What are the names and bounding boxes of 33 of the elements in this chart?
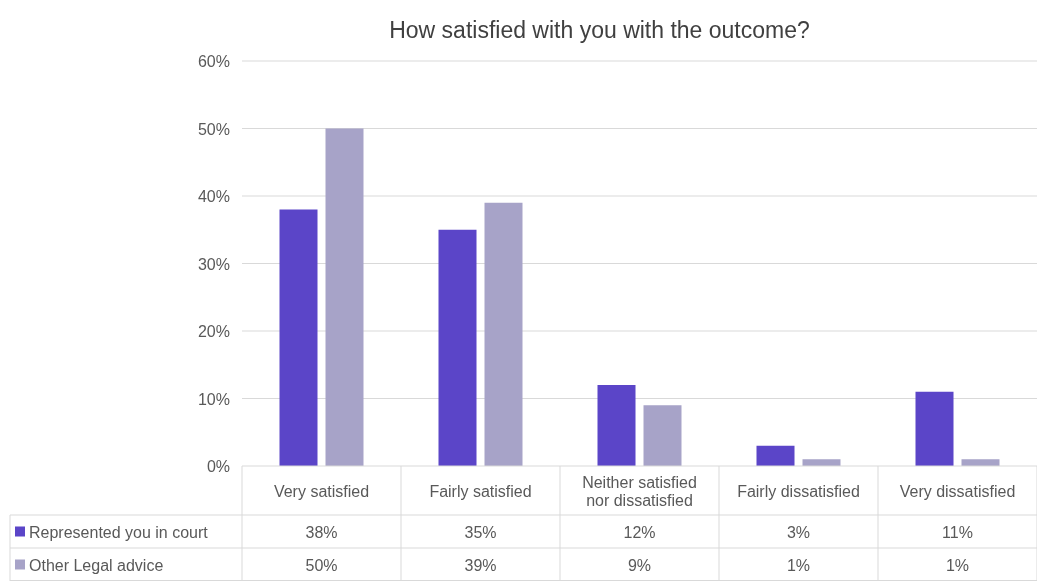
bar (915, 391, 954, 466)
data-label: 39% (464, 556, 497, 574)
x-tick-label: Fairly satisfied (429, 482, 532, 500)
x-tick-label: Fairly dissatisfied (737, 482, 860, 500)
bar (756, 445, 795, 466)
bar (484, 202, 523, 466)
data-label: 38% (305, 523, 338, 541)
y-tick-label: 20% (197, 323, 230, 340)
chart-title: How satisfied with you with the outcome? (389, 17, 810, 43)
y-tick-label: 10% (197, 390, 230, 408)
bar (279, 209, 318, 466)
data-label: 50% (305, 556, 338, 574)
x-tick-label: Neither satisfied nor dissatisfied (582, 473, 697, 509)
data-label: 11% (942, 523, 973, 541)
bar (643, 405, 682, 466)
data-label: 1% (945, 556, 970, 574)
y-tick-label: 50% (197, 120, 230, 138)
bar (325, 128, 364, 466)
y-tick-label: 0% (206, 458, 230, 475)
data-label: 35% (464, 523, 497, 541)
y-tick-label: 30% (197, 255, 230, 273)
data-label: 3% (786, 523, 811, 541)
x-tick-label: Very satisfied (273, 482, 370, 500)
data-label: 9% (627, 556, 652, 574)
y-tick-label: 60% (197, 53, 230, 70)
y-tick-label: 40% (197, 188, 230, 205)
legend-label: Other Legal advice (29, 556, 164, 574)
x-tick-label: Very dissatisfied (899, 482, 1016, 500)
bar (438, 229, 477, 466)
data-label: 1% (786, 556, 811, 574)
legend-label: Represented you in court (29, 523, 209, 541)
bar (597, 385, 636, 466)
data-label: 12% (623, 523, 656, 541)
